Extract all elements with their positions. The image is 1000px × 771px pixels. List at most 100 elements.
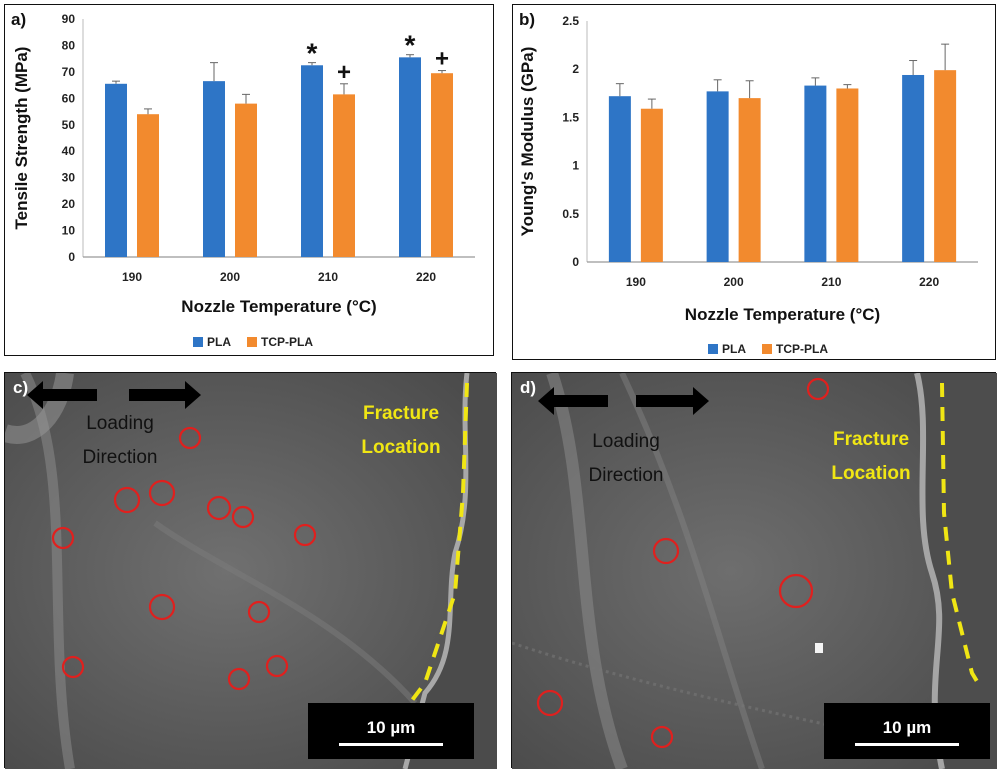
fracture-label: Fracture [833,429,909,450]
left-arrow-icon [538,387,608,415]
pore-circle [113,486,141,514]
filament-ridge [619,373,765,769]
fracture-dashed-line [940,382,980,685]
scale-bar-background [308,703,474,759]
legend-swatch [193,337,203,347]
significance-marker: + [435,46,449,73]
bar-tcp-pla-190 [640,108,663,262]
x-tick-label: 220 [919,275,939,289]
y-tick-label: 70 [62,65,76,79]
x-tick-label: 190 [626,275,646,289]
bar-tcp-pla-190 [137,114,159,257]
significance-marker: * [307,38,318,69]
bar-pla-210 [804,85,827,262]
y-tick-label: 20 [62,197,76,211]
scale-bar-label: 10 µm [883,718,932,737]
y-tick-label: 1.5 [562,110,579,124]
bar-pla-200 [203,81,225,258]
location-label: Location [831,463,910,484]
x-tick-label: 210 [821,275,841,289]
tensile-strength-chart: a) 0 10 20 30 40 50 60 70 80 90 190 200 210 * +220 * + Noz… [11,10,475,349]
left-arrow-icon [27,381,97,409]
y-axis-title: Tensile Strength (MPa) [12,47,31,230]
x-tick-label: 190 [122,270,142,284]
pore-circle [227,667,251,691]
fracture-edge [405,373,497,769]
significance-marker: + [337,59,351,86]
direction-label: Direction [589,465,664,486]
y-axis-title: Young's Modulus (GPa) [518,47,537,237]
sem-image-d: d) Loading Direction Fracture Location 1… [512,373,997,769]
bar-tcp-pla-220 [934,70,957,262]
pore-circle [293,523,317,547]
pore-circle [231,505,255,529]
y-tick-label: 10 [62,224,76,238]
panel-d-sem-image: d) Loading Direction Fracture Location 1… [511,372,997,769]
pore-markers [51,426,317,691]
y-tick-label: 1 [572,159,579,173]
pore-circle [650,725,674,749]
filament-ridge [5,373,74,444]
legend-swatch [762,344,772,354]
pore-circle [148,593,176,621]
x-axis-title: Nozzle Temperature (°C) [181,297,376,316]
y-tick-label: 40 [62,144,76,158]
fracture-ridge [402,373,470,769]
legend-swatch [708,344,718,354]
fracture-label: Fracture [363,403,439,424]
right-arrow-icon [129,381,201,409]
y-tick-label: 2 [572,62,579,76]
y-tick-label: 30 [62,171,76,185]
pore-circle [61,655,85,679]
pore-markers [536,377,830,749]
pore-circle [536,689,564,717]
direction-label: Direction [83,447,158,468]
bright-particle [815,643,823,653]
bar-pla-200 [706,91,729,262]
loading-arrows [27,381,201,409]
bar-tcp-pla-210 [836,88,859,262]
surface-ridge [153,520,418,705]
x-tick-label: 200 [220,270,240,284]
panel-label: b) [519,10,535,29]
pore-circle [652,537,680,565]
loading-label: Loading [86,413,154,434]
pore-circle [178,426,202,450]
x-tick-label: 220 [416,270,436,284]
x-axis-title: Nozzle Temperature (°C) [685,305,880,324]
bar-tcp-pla-220 [431,73,453,257]
y-tick-label: 0 [68,250,75,264]
bar-pla-190 [608,96,631,262]
bar-pla-220 [902,74,925,262]
loading-label: Loading [592,431,660,452]
scale-bar-background [824,703,990,759]
bar-tcp-pla-200 [235,103,257,257]
youngs-modulus-chart: b) 0 0.5 1 1.5 2 2.5 190 200 210 220 Nozzle Tempera… [518,10,978,356]
pore-circle [806,377,830,401]
fracture-ridge [914,373,945,769]
scale-bar-label: 10 µm [367,718,416,737]
panel-c-sem-image: c) Loading Direction Fracture Location 1… [4,372,497,769]
y-tick-label: 50 [62,118,76,132]
panel-label-d: d) [520,378,536,397]
pore-circle [148,479,176,507]
panel-label: a) [11,10,26,29]
pore-circle [247,600,271,624]
legend-label: PLA [722,342,746,356]
loading-arrows [538,387,709,415]
y-tick-label: 80 [62,38,76,52]
scale-bar: 10 µm [824,703,990,759]
y-tick-label: 90 [62,12,76,26]
filament-ridge [546,373,628,769]
legend-label: TCP-PLA [776,342,828,356]
scale-bar: 10 µm [308,703,474,759]
scale-bar-line [339,743,443,746]
scale-bar-line [855,743,959,746]
panel-label-c: c) [13,378,28,397]
x-tick-label: 210 [318,270,338,284]
significance-marker: * [405,30,416,61]
bar-pla-210 [301,65,323,258]
legend-label: PLA [207,335,231,349]
panel-a-tensile-chart: a) 0 10 20 30 40 50 60 70 80 90 190 200 210 * +220 * + Noz… [4,4,494,356]
y-tick-label: 60 [62,91,76,105]
